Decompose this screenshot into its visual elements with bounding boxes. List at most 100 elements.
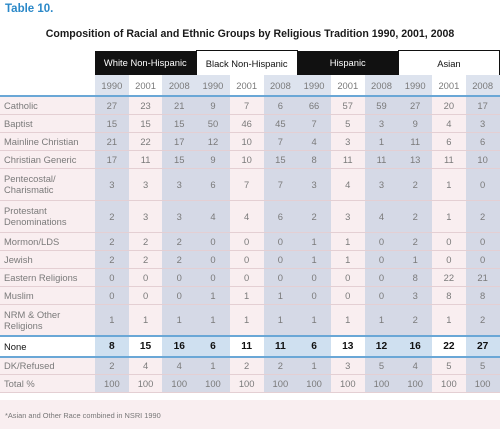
table-cell: 27 — [398, 96, 433, 115]
table-cell: 100 — [330, 374, 365, 393]
table-cell: 4 — [162, 357, 197, 375]
table-cell: 0 — [196, 250, 230, 269]
table-row: Mormon/LDS 2 2 2 0 0 0 1 1 0 2 0 0 — [0, 232, 500, 251]
table-cell: 21 — [95, 132, 129, 151]
table-cell: 3 — [465, 114, 500, 133]
table-cell: 27 — [465, 335, 500, 358]
table-cell: 0 — [330, 268, 365, 287]
table-cell: 22 — [128, 132, 163, 151]
table-cell: 100 — [95, 374, 129, 393]
table-cell: 0 — [229, 250, 264, 269]
table-cell: 8 — [465, 286, 500, 305]
table-cell: 8 — [432, 286, 466, 305]
table-row: None 8 15 16 6 11 11 6 13 12 16 22 27 — [0, 335, 500, 358]
table-cell: 12 — [196, 132, 230, 151]
table-cell: 1 — [364, 132, 399, 151]
table-cell: 10 — [229, 132, 264, 151]
table-cell: 1 — [297, 232, 331, 251]
table-cell: 11 — [330, 150, 365, 169]
table-cell: 6 — [263, 96, 298, 115]
year-header: 2008 — [263, 75, 298, 97]
table-cell: 100 — [196, 374, 230, 393]
table-cell: 57 — [330, 96, 365, 115]
table-row: Catholic 27 23 21 9 7 6 66 57 59 27 20 17 — [0, 96, 500, 115]
table-cell: 13 — [330, 335, 365, 358]
table-cell: 2 — [162, 250, 197, 269]
table-cell: 11 — [229, 335, 264, 358]
table-cell: 0 — [364, 268, 399, 287]
table-cell: 1 — [297, 357, 331, 375]
table-cell: 4 — [364, 200, 399, 233]
group-header: Black Non-Hispanic — [195, 50, 298, 75]
table-cell: 15 — [95, 114, 129, 133]
table-cell: 5 — [465, 357, 500, 375]
table-cell: 1 — [330, 304, 365, 337]
table-cell: 11 — [128, 150, 163, 169]
table-cell: 0 — [263, 232, 298, 251]
table-cell: 9 — [398, 114, 433, 133]
table-row: Muslim 0 0 0 1 1 1 0 0 0 3 8 8 — [0, 286, 500, 305]
table-cell: 5 — [364, 357, 399, 375]
table-cell: 0 — [297, 268, 331, 287]
table-cell: 100 — [162, 374, 197, 393]
table-cell: 0 — [196, 268, 230, 287]
table-cell: 50 — [196, 114, 230, 133]
table-cell: 3 — [330, 357, 365, 375]
table-cell: 59 — [364, 96, 399, 115]
row-label: Eastern Religions — [0, 268, 95, 287]
table-cell: 3 — [364, 114, 399, 133]
table-cell: 7 — [263, 132, 298, 151]
table-row: Mainline Christian 21 22 17 12 10 7 4 3 1 11 6 6 — [0, 132, 500, 151]
table-cell: 1 — [297, 304, 331, 337]
table-cell: 15 — [128, 335, 163, 358]
row-label: Pentecostal/ Charismatic — [0, 168, 95, 201]
table-cell: 0 — [330, 286, 365, 305]
table-cell: 0 — [263, 250, 298, 269]
table-row: NRM & Other Religions 1 1 1 1 1 1 1 1 1 2 1 2 — [0, 304, 500, 337]
table-cell: 2 — [128, 232, 163, 251]
table-cell: 2 — [398, 200, 433, 233]
table-row: DK/Refused 2 4 4 1 2 2 1 3 5 4 5 5 — [0, 357, 500, 375]
table-cell: 2 — [465, 304, 500, 337]
table-cell: 16 — [162, 335, 197, 358]
table-cell: 13 — [398, 150, 433, 169]
table-cell: 1 — [229, 286, 264, 305]
table-cell: 20 — [432, 96, 466, 115]
table-cell: 21 — [162, 96, 197, 115]
table-cell: 8 — [297, 150, 331, 169]
table-cell: 6 — [196, 168, 230, 201]
year-header: 2001 — [128, 75, 163, 97]
table-cell: 2 — [263, 357, 298, 375]
year-header-row: 1990 2001 2008 1990 2001 2008 1990 2001 2008 1990… — [0, 75, 500, 97]
row-label: Muslim — [0, 286, 95, 305]
table-cell: 0 — [162, 268, 197, 287]
table-cell: 0 — [263, 268, 298, 287]
table-cell: 17 — [95, 150, 129, 169]
table-cell: 0 — [364, 286, 399, 305]
table-cell: 1 — [196, 357, 230, 375]
corner-cell — [0, 75, 95, 97]
table-cell: 100 — [297, 374, 331, 393]
table-cell: 5 — [330, 114, 365, 133]
table-cell: 2 — [465, 200, 500, 233]
group-header: White Non-Hispanic — [95, 50, 197, 75]
table-cell: 3 — [128, 168, 163, 201]
table-cell: 0 — [162, 286, 197, 305]
row-label: Baptist — [0, 114, 95, 133]
table-cell: 2 — [398, 168, 433, 201]
table-row: Christian Generic 17 11 15 9 10 15 8 11 11 13 11 10 — [0, 150, 500, 169]
table-row: Protestant Denominations 2 3 3 4 4 6 2 3 4 2 1 2 — [0, 200, 500, 233]
table-cell: 12 — [364, 335, 399, 358]
table-cell: 1 — [330, 232, 365, 251]
table-cell: 0 — [196, 232, 230, 251]
table-cell: 0 — [95, 286, 129, 305]
table-cell: 2 — [95, 232, 129, 251]
table-cell: 22 — [432, 268, 466, 287]
table-cell: 3 — [297, 168, 331, 201]
table-cell: 100 — [465, 374, 500, 393]
table-cell: 22 — [432, 335, 466, 358]
table-cell: 4 — [196, 200, 230, 233]
table-cell: 1 — [398, 250, 433, 269]
table-row: Pentecostal/ Charismatic 3 3 3 6 7 7 3 4 3 2 1 0 — [0, 168, 500, 201]
table-cell: 16 — [398, 335, 433, 358]
